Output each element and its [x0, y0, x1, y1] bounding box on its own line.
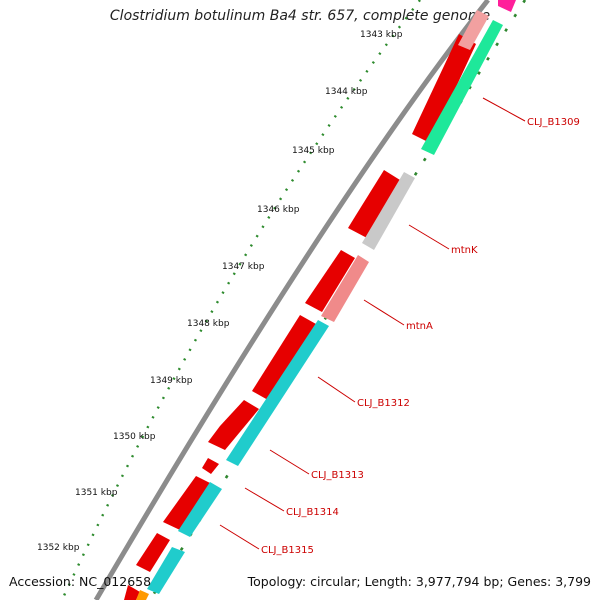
gene-label-CLJ_B1313: CLJ_B1313 — [311, 470, 364, 481]
tick-label: 1345 kbp — [292, 146, 335, 156]
genome-backbone — [93, 0, 490, 600]
tick-labels: 1343 kbp 1344 kbp 1345 kbp 1346 kbp 1347… — [37, 30, 403, 553]
cds-block — [163, 476, 212, 530]
gene-track — [136, 0, 516, 600]
tick-label: 1347 kbp — [222, 262, 265, 272]
tick-label: 1351 kbp — [75, 488, 118, 498]
gene-label-CLJ_B1309: CLJ_B1309 — [527, 117, 580, 128]
gene-block-CLJ_B1309 — [421, 20, 503, 155]
cds-block — [202, 458, 219, 474]
gene-labels: CLJ_B1309 mtnK mtnA CLJ_B1312 CLJ_B1313 … — [261, 117, 580, 556]
tick-label: 1346 kbp — [257, 205, 300, 215]
leader-CLJ_B1314 — [244, 487, 285, 512]
cds-block — [412, 34, 476, 143]
tick-guide-line — [60, 0, 421, 600]
gene-block-mtnA — [321, 255, 369, 322]
gene-block-mtnK — [362, 172, 415, 250]
tick-label: 1349 kbp — [150, 376, 193, 386]
cds-block — [252, 315, 316, 400]
map-title: Clostridium botulinum Ba4 str. 657, comp… — [109, 8, 491, 24]
gene-block-CLJ_B1315 — [147, 547, 185, 594]
tick-label: 1343 kbp — [360, 30, 403, 40]
leader-CLJ_B1309 — [482, 97, 526, 122]
gene-block-pink-top — [458, 10, 489, 50]
tick-label: 1348 kbp — [187, 319, 230, 329]
gene-label-mtnK: mtnK — [451, 245, 478, 256]
tick-label: 1350 kbp — [113, 432, 156, 442]
gene-block-CLJ_B1314 — [178, 482, 222, 537]
genome-summary-text: Topology: circular; Length: 3,977,794 bp… — [247, 574, 591, 589]
leader-CLJ_B1312 — [317, 376, 356, 403]
tick-label: 1344 kbp — [325, 87, 368, 97]
gene-block-orange-bottom — [136, 590, 149, 600]
gene-label-CLJ_B1315: CLJ_B1315 — [261, 545, 314, 556]
gene-block-magenta-top — [498, 0, 516, 12]
tick-label: 1352 kbp — [37, 543, 80, 553]
cds-block — [136, 533, 170, 572]
cds-block — [348, 170, 400, 238]
leader-CLJ_B1313 — [269, 449, 310, 475]
label-leaders — [219, 97, 526, 550]
cds-block — [305, 250, 355, 312]
forward-cds-track — [124, 34, 476, 600]
leader-mtnA — [363, 299, 405, 326]
leader-mtnK — [408, 224, 450, 250]
cds-block — [208, 400, 259, 450]
gene-block-CLJ_B1312 — [226, 320, 329, 466]
gene-label-mtnA: mtnA — [406, 321, 433, 332]
cds-block — [124, 585, 140, 600]
gene-label-CLJ_B1314: CLJ_B1314 — [286, 507, 339, 518]
accession-text: Accession: NC_012658 — [9, 574, 152, 589]
gene-label-CLJ_B1312: CLJ_B1312 — [357, 398, 410, 409]
leader-CLJ_B1315 — [219, 524, 260, 550]
